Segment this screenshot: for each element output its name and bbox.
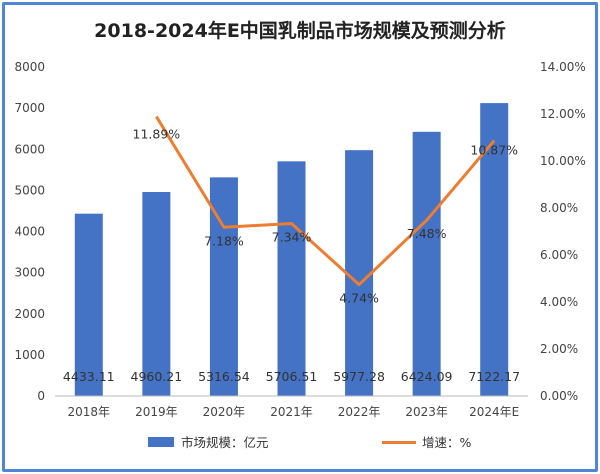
bar xyxy=(345,150,374,396)
right-axis-tick: 6.00% xyxy=(540,248,578,262)
growth-line xyxy=(155,115,496,287)
chart-title: 2018-2024年E中国乳制品市场规模及预测分析 xyxy=(94,19,506,42)
x-axis-tick: 2020年 xyxy=(203,405,246,419)
right-axis-tick: 12.00% xyxy=(540,107,586,121)
bar xyxy=(142,192,171,396)
left-axis-tick: 2000 xyxy=(14,307,45,321)
bar xyxy=(277,161,306,396)
line-data-label: 7.48% xyxy=(407,226,447,241)
x-axis-tick: 2022年 xyxy=(338,405,381,419)
left-axis-tick: 4000 xyxy=(14,225,45,239)
right-axis-tick: 8.00% xyxy=(540,201,578,215)
bar-data-label: 5316.54 xyxy=(198,369,250,384)
left-axis-tick: 0 xyxy=(37,389,45,403)
x-axis-tick: 2023年 xyxy=(405,405,448,419)
left-axis-tick: 5000 xyxy=(14,183,45,197)
bar-data-label: 7122.17 xyxy=(468,369,520,384)
left-axis-tick: 8000 xyxy=(14,60,45,74)
right-axis-tick: 4.00% xyxy=(540,295,578,309)
bar-data-label: 5977.28 xyxy=(333,369,385,384)
left-axis-tick: 1000 xyxy=(14,348,45,362)
bar-data-label: 5706.51 xyxy=(266,369,318,384)
line-data-label: 4.74% xyxy=(339,291,379,306)
bar xyxy=(74,213,103,396)
left-axis-tick: 3000 xyxy=(14,266,45,280)
bar-data-label: 6424.09 xyxy=(401,369,453,384)
line-data-label: 7.34% xyxy=(272,230,312,245)
bar-data-label: 4433.11 xyxy=(63,369,115,384)
left-axis-tick: 6000 xyxy=(14,142,45,156)
x-axis-tick: 2018年 xyxy=(68,405,111,419)
x-axis-tick: 2021年 xyxy=(270,405,313,419)
right-axis-tick: 0.00% xyxy=(540,389,578,403)
legend-line-swatch xyxy=(382,441,416,444)
right-axis-tick: 10.00% xyxy=(540,154,586,168)
bar-data-label: 4960.21 xyxy=(131,369,183,384)
legend-bar-swatch xyxy=(148,437,174,447)
right-axis-tick: 2.00% xyxy=(540,342,578,356)
x-axis-tick: 2024年E xyxy=(469,405,519,419)
legend-bar-label: 市场规模：亿元 xyxy=(181,435,269,450)
line-data-label: 7.18% xyxy=(204,233,244,248)
line-data-label: 10.87% xyxy=(470,143,518,158)
legend-line-label: 增速：% xyxy=(422,435,472,450)
x-axis-tick: 2019年 xyxy=(135,405,178,419)
right-axis-tick: 14.00% xyxy=(540,60,586,74)
legend: 市场规模：亿元 增速：% xyxy=(148,435,472,450)
line-data-label: 11.89% xyxy=(133,127,181,142)
left-axis-tick: 7000 xyxy=(14,101,45,115)
bar xyxy=(412,131,441,396)
